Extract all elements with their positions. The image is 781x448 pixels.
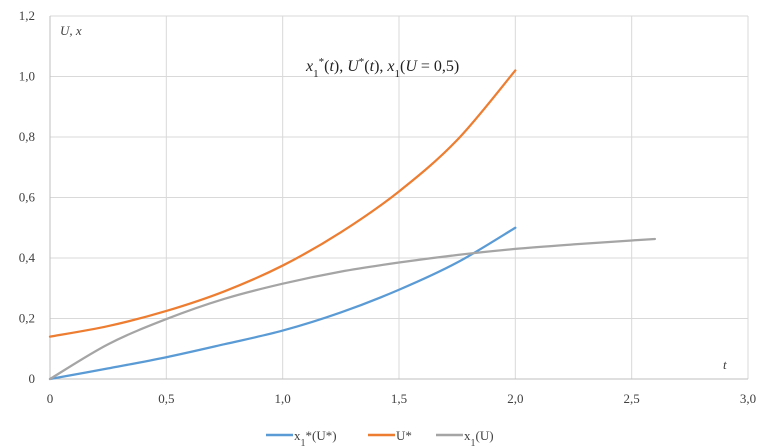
chart-title-part: ),: [334, 58, 347, 75]
legend-label-3: x1(U): [464, 428, 494, 448]
chart-title: x1*(t), U*(t), x1(U = 0,5): [305, 56, 459, 80]
y-tick-label: 0,8: [19, 129, 35, 144]
chart-title-part: *: [359, 56, 365, 68]
x-tick-label: 1,0: [275, 391, 291, 406]
chart-title-part: U: [347, 58, 360, 75]
chart-title-part: t: [329, 58, 334, 75]
x-tick-label: 2,0: [507, 391, 523, 406]
x-tick-label: 1,5: [391, 391, 407, 406]
chart-title-part: (: [400, 58, 405, 75]
axes: [49, 16, 748, 380]
chart-title-part: x: [386, 58, 394, 75]
legend: x1*(U*) U* x1(U): [266, 428, 494, 448]
chart-title-part: ),: [374, 58, 387, 75]
x-tick-label: 0,5: [158, 391, 174, 406]
y-tick-label: 0,6: [19, 190, 36, 205]
chart-title-part: 1: [395, 68, 401, 80]
chart-title-part: *: [319, 56, 325, 68]
chart-title-part: (: [364, 58, 369, 75]
y-axis-label: U, x: [60, 23, 82, 38]
x-axis-label: t: [723, 357, 727, 372]
y-tick-label: 0: [29, 371, 36, 386]
gridlines: [50, 15, 749, 379]
chart-title-part: x: [305, 58, 313, 75]
chart-title-part: = 0,5): [417, 58, 459, 75]
series-line-3: [48, 237, 657, 381]
legend-label-1: x1*(U*): [294, 428, 337, 448]
x-tick-label: 3,0: [740, 391, 756, 406]
series-line-2: [48, 69, 517, 338]
series-lines: [48, 69, 657, 381]
x-tick-labels: 0 0,5 1,0 1,5 2,0 2,5 3,0: [47, 391, 756, 406]
legend-label-2: U*: [396, 428, 412, 443]
x-tick-label: 0: [47, 391, 54, 406]
chart-title-part: 1: [313, 68, 319, 80]
y-tick-labels: 0 0,2 0,4 0,6 0,8 1,0 1,2: [19, 8, 36, 386]
chart-title-part: U: [405, 58, 418, 75]
y-tick-label: 1,0: [19, 69, 35, 84]
chart-title-part: t: [370, 58, 375, 75]
y-tick-label: 0,4: [19, 250, 36, 265]
y-tick-label: 1,2: [19, 8, 35, 23]
y-tick-label: 0,2: [19, 311, 35, 326]
series-line-1: [48, 226, 517, 381]
chart-title-part: (: [324, 58, 329, 75]
x-tick-label: 2,5: [624, 391, 640, 406]
